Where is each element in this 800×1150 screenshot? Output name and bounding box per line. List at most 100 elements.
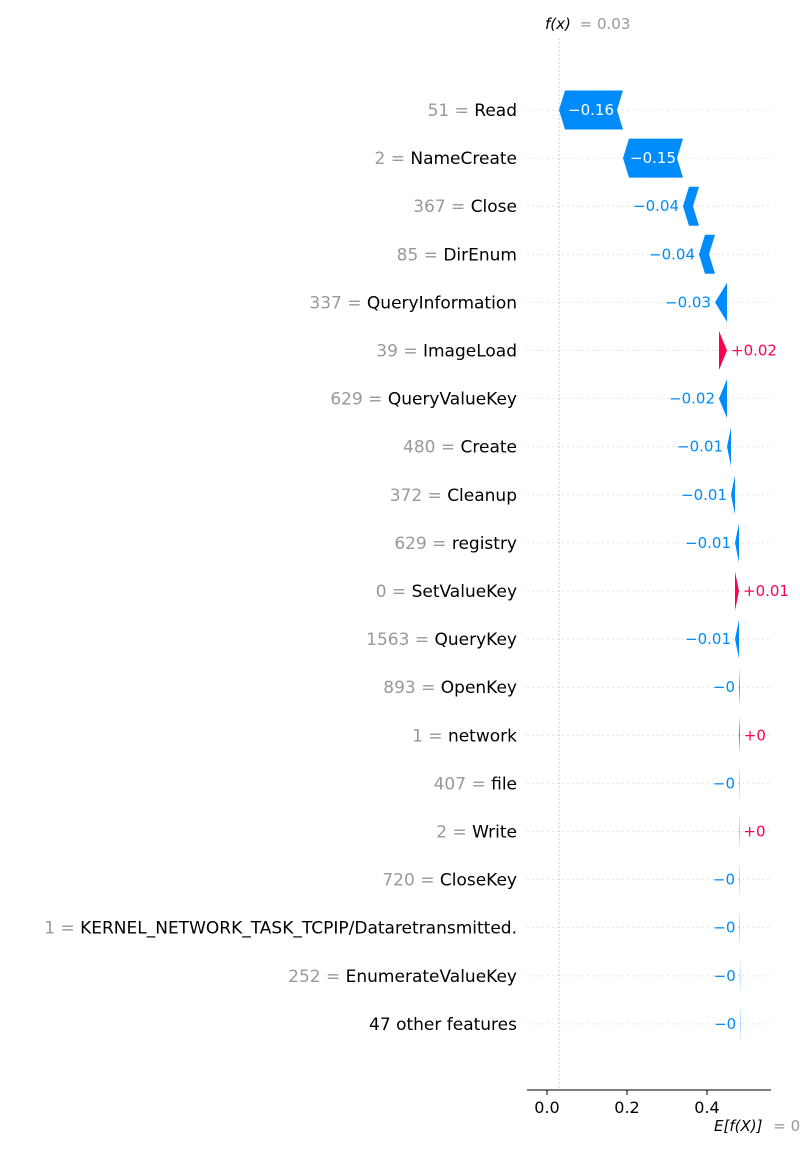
bar-value-label: −0.15 [630,149,676,167]
ex-label: E[f(X)] [714,1117,763,1135]
bar-negative [559,90,623,130]
feature-value: 893 = [383,678,441,698]
x-tick-label: 0.4 [694,1098,719,1117]
feature-name: OpenKey [441,678,517,698]
bar-value-label: −0 [713,774,735,792]
feature-value: 2 = [374,149,410,169]
bar-value-label: −0.01 [685,534,731,552]
feature-name: Read [474,101,517,121]
feature-labels: 51 = Read 2 = NameCreate 367 = Close 85 = D… [44,101,517,1035]
feature-label: 629 = QueryValueKey [330,390,517,410]
x-tick-label: 0.0 [534,1098,559,1117]
bar-value-label: −0.01 [681,486,727,504]
bar-value-label: −0.02 [669,390,715,408]
feature-name: QueryValueKey [388,390,517,410]
bar-value-label: −0 [713,871,735,889]
feature-label: 51 = Read [428,101,517,121]
feature-label: 47 other features [369,1015,517,1035]
fx-annotation: f(x) = 0.03 [545,15,630,33]
fx-value: = 0.03 [580,15,631,33]
feature-label: 407 = file [434,774,517,794]
feature-name: KERNEL_NETWORK_TASK_TCPIP/Dataretransmit… [80,919,517,939]
feature-label: 1 = network [412,726,517,746]
feature-name: Create [461,438,518,458]
x-tick-label: 0.2 [614,1098,639,1117]
bar-negative [735,619,739,659]
feature-name: SetValueKey [412,582,517,602]
bar-negative [699,234,715,274]
feature-label: 372 = Cleanup [390,486,517,506]
ex-annotation: E[f(X)] = 0 [714,1117,800,1135]
feature-name: DirEnum [443,245,517,265]
bar-value-label: −0 [713,919,735,937]
bar-negative [727,427,731,467]
ex-value: = 0 [773,1117,800,1135]
feature-name: Close [471,197,517,217]
feature-value: 407 = [434,774,492,794]
feature-value: 0 = [376,582,412,602]
bar-negative [623,138,683,178]
feature-label: 367 = Close [413,197,517,217]
bar-value-label: +0 [743,823,765,841]
feature-label: 252 = EnumerateValueKey [288,967,517,987]
feature-name: 47 other features [369,1015,517,1035]
feature-label: 85 = DirEnum [397,245,517,265]
feature-name: NameCreate [410,149,517,169]
feature-value: 372 = [390,486,448,506]
bar-value-label: −0.01 [685,630,731,648]
feature-value: 39 = [376,342,423,362]
bar-value-label: +0.02 [731,342,777,360]
bar-negative [719,379,727,419]
feature-label: 0 = SetValueKey [376,582,517,602]
feature-value: 1 = [412,726,448,746]
feature-label: 1 = KERNEL_NETWORK_TASK_TCPIP/Dataretran… [44,919,517,939]
feature-value: 252 = [288,967,346,987]
feature-label: 893 = OpenKey [383,678,517,698]
feature-label: 629 = registry [394,534,517,554]
bar-value-label: −0 [714,1015,736,1033]
feature-value: 337 = [309,293,367,313]
feature-value: 1 = [44,919,80,939]
feature-value: 1563 = [366,630,434,650]
feature-name: QueryInformation [367,293,517,313]
feature-name: file [491,774,517,794]
bar-value-label: +0.01 [743,582,789,600]
row-gridlines [527,109,771,1025]
feature-label: 2 = NameCreate [374,149,517,169]
bar-value-label: −0.04 [633,197,679,215]
feature-name: CloseKey [440,871,517,891]
bars: −0.16 −0.15 −0.04 −0.04 −0.03 +0.02 −0.02 −0.01… [559,90,789,1044]
bar-negative [735,523,739,563]
feature-label: 1563 = QueryKey [366,630,517,650]
bar-value-label: −0.16 [568,101,614,119]
fx-label: f(x) [545,15,571,33]
feature-name: EnumerateValueKey [346,967,517,987]
x-axis: 0.0 0.2 0.4 [527,1089,771,1117]
bar-value-label: −0.01 [677,438,723,456]
bar-value-label: −0.04 [649,245,695,263]
feature-value: 85 = [397,245,444,265]
bar-negative [739,667,740,707]
feature-name: registry [452,534,517,554]
feature-name: Write [472,823,517,843]
feature-value: 629 = [330,390,388,410]
feature-name: ImageLoad [423,342,517,362]
feature-value: 629 = [394,534,452,554]
bar-positive [719,331,727,370]
bar-positive [735,571,739,611]
feature-name: Cleanup [447,486,517,506]
feature-value: 2 = [436,823,472,843]
feature-value: 367 = [413,197,471,217]
bar-value-label: −0 [713,678,735,696]
feature-label: 480 = Create [403,438,517,458]
bar-negative [683,186,699,226]
bar-value-label: +0 [744,726,766,744]
feature-value: 720 = [382,871,440,891]
feature-label: 337 = QueryInformation [309,293,517,313]
feature-label: 2 = Write [436,823,517,843]
feature-label: 39 = ImageLoad [376,342,517,362]
feature-name: network [448,726,517,746]
feature-value: 480 = [403,438,461,458]
bar-positive [739,715,740,755]
